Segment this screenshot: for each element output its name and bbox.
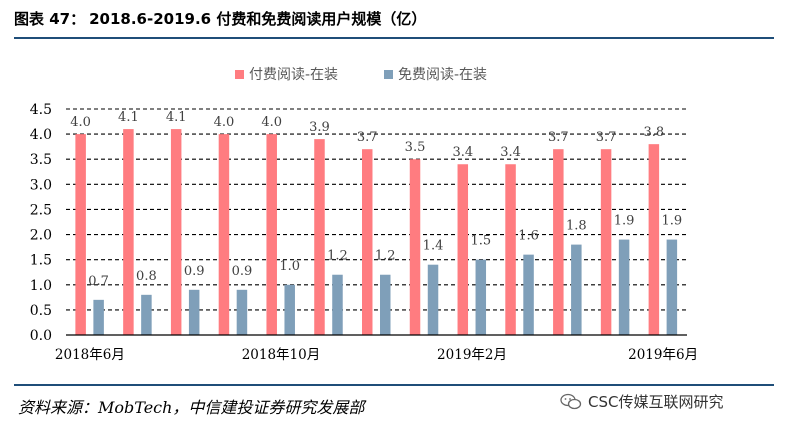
legend-label-2: 免费阅读-在装 bbox=[398, 66, 487, 83]
bar-paid bbox=[457, 164, 469, 335]
data-label-paid: 3.9 bbox=[309, 120, 330, 135]
bar-free bbox=[236, 289, 248, 335]
bar-free bbox=[571, 244, 582, 335]
bar-paid bbox=[314, 139, 325, 335]
data-label-free: 1.2 bbox=[375, 249, 396, 264]
wechat-icon bbox=[560, 393, 582, 409]
x-tick-label: 2019年2月 bbox=[437, 347, 507, 363]
data-label-free: 1.8 bbox=[566, 219, 587, 234]
y-tick-label: 3.5 bbox=[30, 152, 52, 168]
bar-paid bbox=[600, 149, 612, 335]
data-label-free: 0.8 bbox=[136, 269, 157, 284]
bar-free bbox=[380, 274, 391, 335]
chart-legend: 付费阅读-在装 免费阅读-在装 bbox=[235, 66, 487, 83]
y-tick-label: 1.0 bbox=[30, 278, 52, 294]
y-tick-label: 4.5 bbox=[30, 102, 52, 118]
bar-paid bbox=[362, 149, 373, 335]
data-label-paid: 4.0 bbox=[70, 115, 91, 130]
bar-paid bbox=[648, 144, 660, 335]
chart-title: 2018.6-2019.6 付费和免费阅读用户规模（亿） bbox=[89, 10, 427, 28]
bar-paid bbox=[75, 134, 86, 335]
data-label-paid: 4.1 bbox=[166, 110, 187, 125]
data-label-free: 1.9 bbox=[614, 214, 635, 229]
top-divider bbox=[14, 37, 774, 39]
bar-paid bbox=[218, 134, 230, 335]
bar-paid bbox=[553, 149, 564, 335]
y-tick-label: 0.5 bbox=[30, 303, 52, 319]
data-label-free: 1.4 bbox=[423, 239, 444, 254]
x-axis: 2018年6月 2018年10月 2019年2月 2019年6月 bbox=[55, 334, 698, 363]
bar-free bbox=[523, 254, 534, 335]
data-label-paid: 3.7 bbox=[357, 130, 378, 145]
legend-label-1: 付费阅读-在装 bbox=[249, 66, 338, 83]
data-label-paid: 3.7 bbox=[596, 130, 617, 145]
x-tick-label: 2019年6月 bbox=[628, 347, 698, 363]
data-label-free: 0.9 bbox=[184, 264, 205, 279]
bar-free bbox=[666, 239, 678, 335]
data-label-free: 1.6 bbox=[518, 229, 539, 244]
bar-free bbox=[475, 259, 487, 335]
chart-gridlines bbox=[66, 108, 687, 311]
data-label-paid: 3.4 bbox=[500, 145, 521, 160]
bar-paid bbox=[409, 159, 421, 335]
watermark-text: CSC传媒互联网研究 bbox=[588, 393, 724, 411]
figure-label: 图表 47： bbox=[14, 10, 86, 28]
bar-free bbox=[141, 294, 152, 335]
data-label-paid: 4.0 bbox=[214, 115, 235, 130]
figure-title: 图表 47： 2018.6-2019.6 付费和免费阅读用户规模（亿） bbox=[14, 8, 426, 29]
data-label-free: 1.0 bbox=[279, 259, 300, 274]
bar-paid bbox=[266, 134, 277, 335]
data-label-free: 1.5 bbox=[470, 234, 491, 249]
data-label-paid: 4.0 bbox=[261, 115, 282, 130]
data-labels: 4.0 4.1 4.1 4.0 4.0 3.9 3.7 3.5 3.4 3.4 3.7 3.7 3.8 0… bbox=[70, 110, 682, 289]
bar-free bbox=[284, 284, 295, 335]
legend-swatch-1 bbox=[235, 70, 244, 79]
y-tick-label: 2.0 bbox=[30, 228, 52, 244]
y-tick-label: 0.0 bbox=[30, 328, 52, 344]
y-tick-label: 3.0 bbox=[30, 177, 52, 193]
data-label-paid: 3.5 bbox=[405, 140, 426, 155]
data-label-paid: 3.4 bbox=[452, 145, 473, 160]
bar-free bbox=[93, 299, 104, 335]
data-label-free: 1.2 bbox=[327, 249, 348, 264]
chart-bars bbox=[75, 129, 678, 335]
bar-free bbox=[188, 289, 200, 335]
legend-swatch-2 bbox=[384, 70, 393, 79]
bar-chart: 付费阅读-在装 免费阅读-在装 0.00.51.01.52.02.53.03.54… bbox=[30, 66, 698, 363]
data-label-paid: 3.8 bbox=[644, 125, 665, 140]
bar-free bbox=[618, 239, 630, 335]
data-label-paid: 4.1 bbox=[118, 110, 139, 125]
y-axis: 0.0 0.5 1.0 1.5 2.0 2.5 3.0 3.5 4.0 4.5 bbox=[30, 102, 52, 344]
y-tick-label: 2.5 bbox=[30, 202, 52, 218]
data-label-free: 0.7 bbox=[88, 274, 109, 289]
bar-paid bbox=[505, 164, 516, 335]
bar-free bbox=[427, 264, 439, 335]
x-tick-label: 2018年10月 bbox=[242, 347, 321, 363]
watermark: CSC传媒互联网研究 bbox=[560, 391, 723, 412]
y-tick-label: 1.5 bbox=[30, 253, 52, 269]
y-tick-label: 4.0 bbox=[30, 127, 52, 143]
bottom-divider bbox=[14, 384, 774, 386]
bar-paid bbox=[170, 129, 182, 335]
bar-paid bbox=[123, 129, 134, 335]
data-label-free: 0.9 bbox=[232, 264, 253, 279]
x-tick-label: 2018年6月 bbox=[55, 347, 125, 363]
source-note: 资料来源：MobTech，中信建投证券研究发展部 bbox=[18, 398, 365, 417]
data-label-paid: 3.7 bbox=[548, 130, 569, 145]
bar-free bbox=[332, 274, 343, 335]
data-label-free: 1.9 bbox=[662, 214, 683, 229]
